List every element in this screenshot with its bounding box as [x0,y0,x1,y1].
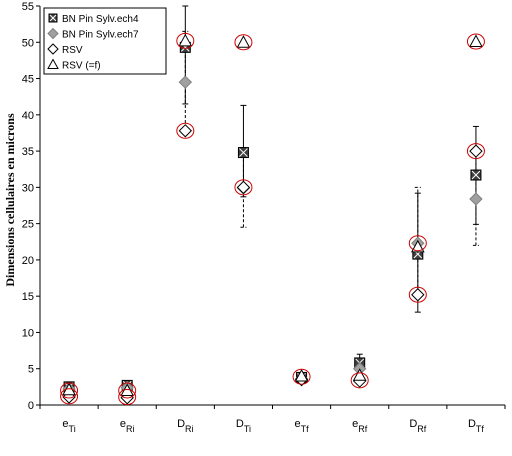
y-tick-label: 0 [28,400,34,412]
y-axis-label: Dimensions cellulaires en microns [3,113,17,287]
highlight-circle [118,382,137,399]
ech7-point [178,75,193,89]
y-tick-label: 50 [22,37,34,49]
legend-marker [47,58,59,69]
y-tick-label: 55 [22,1,34,13]
ech7-point [469,192,483,206]
x-tick-label: DRi [177,418,193,434]
x-tick-label: DTi [236,418,251,434]
legend-marker-x [49,14,57,22]
x-tick-label: eTi [62,418,75,434]
y-tick-label: 25 [22,219,34,231]
ech4-point-x [471,170,481,180]
x-tick-label: eRf [352,418,368,434]
legend-entry: BN Pin Sylv.ech4 [62,14,139,25]
rsv-point [178,124,193,138]
rsv-f-point [352,368,367,381]
highlight-circle [466,143,485,160]
legend-entry: RSV [62,45,83,56]
highlight-circle [466,33,485,50]
highlight-circle [408,235,427,252]
y-tick-label: 10 [22,327,34,339]
highlight-circle [60,382,79,399]
y-tick-label: 20 [22,255,34,267]
rsv-f-point [236,35,251,48]
rsv-point [236,180,251,195]
x-tick-label: DTf [468,418,484,434]
rsv-point [411,288,425,302]
highlight-circle [408,286,427,303]
legend-marker [47,43,59,55]
highlight-circle [234,34,253,51]
legend-entry: RSV (=f) [62,61,101,72]
rsv-f-point [294,368,309,382]
highlight-circle [234,179,253,196]
highlight-circle [292,368,311,385]
legend-marker [47,27,59,40]
x-tick-label: eRi [120,418,135,434]
rsv-f-point [410,239,425,253]
y-tick-label: 30 [22,182,34,194]
y-tick-label: 40 [22,110,34,122]
legend-entry: BN Pin Sylv.ech7 [62,30,139,41]
highlight-circle [350,372,369,389]
rsv-f-point [178,33,193,47]
ech4-point-x [239,148,248,157]
highlight-circle [118,389,137,406]
y-tick-label: 45 [22,74,34,86]
rsv-point [469,144,483,158]
y-tick-label: 5 [28,364,34,376]
x-tick-label: DRf [409,418,426,434]
y-tick-label: 15 [22,291,34,303]
legend-box [43,7,167,75]
y-tick-label: 35 [22,146,34,158]
highlight-circle [176,122,195,139]
rsv-f-point [469,34,483,48]
x-tick-label: eTf [295,418,310,434]
highlight-circle [176,32,195,49]
highlight-circle [60,388,79,405]
